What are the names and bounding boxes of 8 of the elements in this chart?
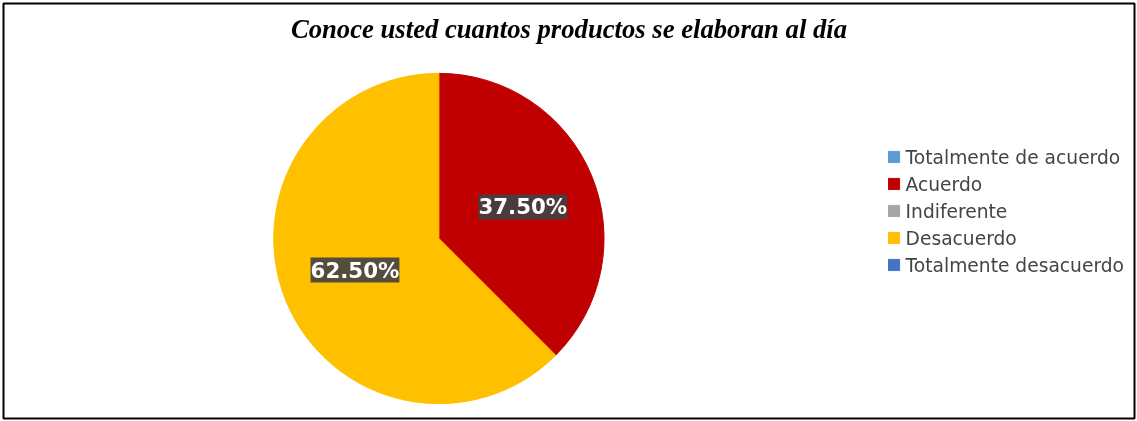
data-label: 37.50% [478, 194, 568, 220]
legend-label: Acuerdo [905, 173, 983, 194]
data-label: 62.50% [310, 257, 400, 283]
legend-label: Desacuerdo [905, 227, 1017, 248]
legend-label: Totalmente desacuerdo [905, 254, 1124, 275]
chart-title: Conoce usted cuantos productos se elaboran al día [290, 13, 848, 44]
legend-label: Totalmente de acuerdo [905, 146, 1121, 167]
legend-label: Indiferente [905, 200, 1008, 221]
